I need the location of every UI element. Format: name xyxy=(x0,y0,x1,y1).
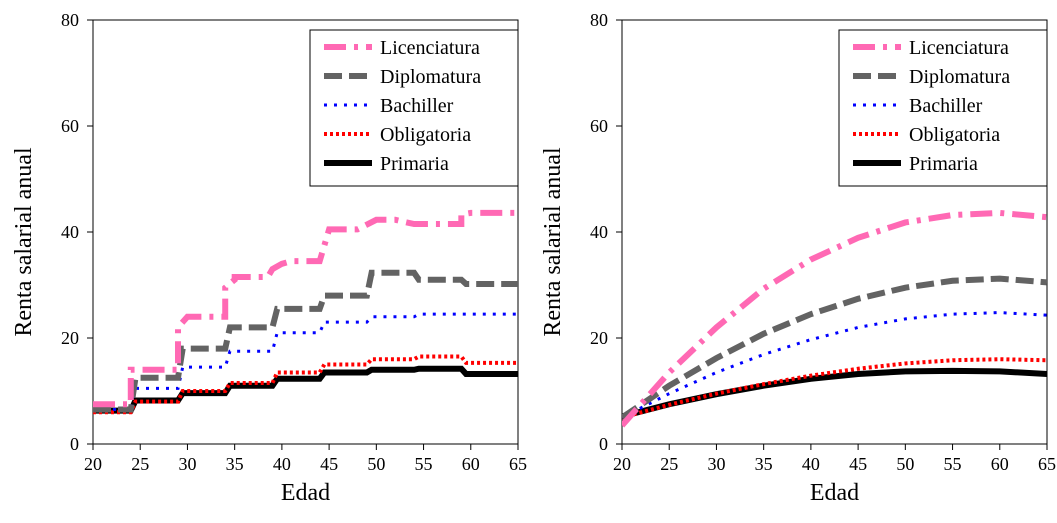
legend: Licenciatura Diplomatura Bachiller Obligato… xyxy=(309,29,519,187)
series-line-licenciatura xyxy=(93,209,518,408)
x-tick-label: 50 xyxy=(896,454,914,474)
legend-label-primaria: Primaria xyxy=(909,153,978,175)
y-tick-label: 60 xyxy=(61,116,79,136)
y-tick-label: 20 xyxy=(61,328,79,348)
x-tick-label: 55 xyxy=(415,454,433,474)
x-tick-label: 50 xyxy=(367,454,385,474)
series-group xyxy=(93,209,518,415)
series-line-bachiller xyxy=(622,311,1047,419)
y-tick-label: 60 xyxy=(590,116,608,136)
x-axis-title: Edad xyxy=(810,480,859,506)
series-group xyxy=(622,209,1047,428)
legend-label-licenciatura: Licenciatura xyxy=(909,37,1009,59)
legend-label-obligatoria: Obligatoria xyxy=(909,124,1000,146)
x-tick-label: 65 xyxy=(1038,454,1056,474)
x-tick-label: 65 xyxy=(509,454,527,474)
y-tick-label: 0 xyxy=(599,434,608,454)
y-tick-label: 40 xyxy=(590,222,608,242)
legend-label-primaria: Primaria xyxy=(380,153,449,175)
legend-label-licenciatura: Licenciatura xyxy=(380,37,480,59)
legend-label-diplomatura: Diplomatura xyxy=(909,66,1010,88)
series-line-diplomatura xyxy=(93,269,518,413)
x-tick-label: 55 xyxy=(944,454,962,474)
series-line-obligatoria xyxy=(93,354,518,415)
x-tick-label: 30 xyxy=(707,454,725,474)
y-axis-title: Renta salarial anual xyxy=(540,147,566,337)
x-tick-label: 20 xyxy=(84,454,102,474)
x-tick-label: 30 xyxy=(178,454,196,474)
legend-label-bachiller: Bachiller xyxy=(909,95,983,117)
legend-label-diplomatura: Diplomatura xyxy=(380,66,481,88)
y-tick-label: 80 xyxy=(590,10,608,30)
series-line-bachiller xyxy=(93,312,518,412)
series-line-licenciatura xyxy=(622,209,1047,428)
x-tick-label: 40 xyxy=(802,454,820,474)
series-line-diplomatura xyxy=(622,275,1047,420)
y-tick-label: 0 xyxy=(70,434,79,454)
legend-label-obligatoria: Obligatoria xyxy=(380,124,471,146)
y-tick-label: 40 xyxy=(61,222,79,242)
x-tick-label: 20 xyxy=(613,454,631,474)
legend-label-bachiller: Bachiller xyxy=(380,95,454,117)
x-tick-label: 25 xyxy=(131,454,149,474)
x-tick-label: 35 xyxy=(226,454,244,474)
y-tick-label: 80 xyxy=(61,10,79,30)
x-tick-label: 60 xyxy=(462,454,480,474)
y-tick-label: 20 xyxy=(590,328,608,348)
x-tick-label: 60 xyxy=(991,454,1009,474)
x-tick-label: 40 xyxy=(273,454,291,474)
x-tick-label: 45 xyxy=(849,454,867,474)
series-line-obligatoria xyxy=(622,357,1047,420)
x-tick-label: 45 xyxy=(320,454,338,474)
x-tick-label: 35 xyxy=(755,454,773,474)
x-tick-label: 25 xyxy=(660,454,678,474)
x-axis-title: Edad xyxy=(281,480,330,506)
legend: Licenciatura Diplomatura Bachiller Obligato… xyxy=(838,29,1048,187)
y-axis-title: Renta salarial anual xyxy=(11,147,37,337)
